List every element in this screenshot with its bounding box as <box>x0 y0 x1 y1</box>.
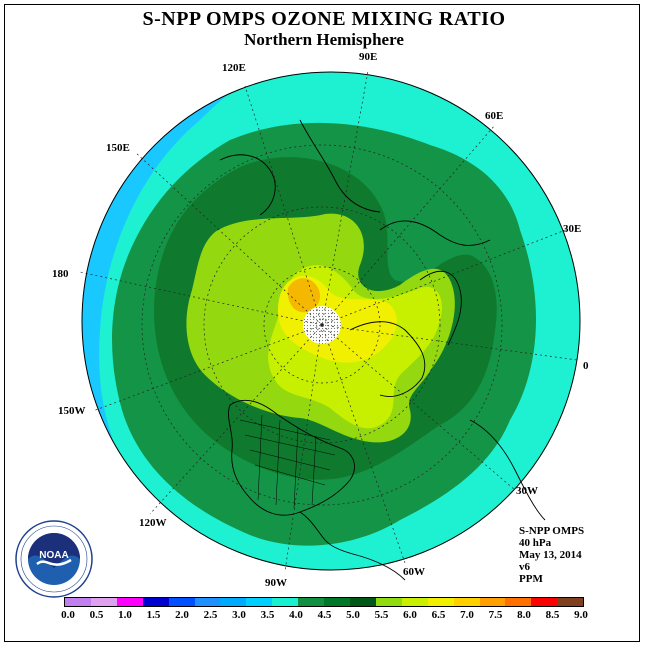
colorbar-segment <box>401 598 428 606</box>
colorbar-tick-label: 5.5 <box>374 609 389 621</box>
noaa-logo-text: NOAA <box>39 550 68 561</box>
continent-outlines <box>219 119 546 581</box>
colorbar-segment <box>65 598 91 606</box>
colorbar-segment <box>349 598 376 606</box>
colorbar-tick-label: 6.5 <box>431 609 446 621</box>
lon-label-120w: 120W <box>139 517 167 529</box>
colorbar-segment <box>505 598 532 606</box>
us-state-boundaries <box>239 414 336 509</box>
colorbar-segment <box>90 598 117 606</box>
map-title: S-NPP OMPS OZONE MIXING RATIO <box>142 8 506 30</box>
colorbar-tick-label: 0.5 <box>89 609 104 621</box>
colorbar-segment <box>427 598 454 606</box>
colorbar-tick-label: 9.0 <box>574 609 588 621</box>
lon-label-60e: 60E <box>485 110 504 122</box>
contour-6-5 <box>287 278 321 313</box>
lon-label-90w: 90W <box>265 577 287 589</box>
colorbar-segment <box>479 598 506 606</box>
lat-lon-grid <box>79 70 578 572</box>
info-date: May 13, 2014 <box>519 549 582 561</box>
colorbar-tick-label: 5.0 <box>346 609 360 621</box>
colorbar-tick-label: 8.5 <box>545 609 560 621</box>
colorbar-tick-label: 7.5 <box>488 609 503 621</box>
colorbar-segment <box>324 598 350 606</box>
colorbar-tick-label: 2.0 <box>175 609 189 621</box>
colorbar-segment <box>142 598 169 606</box>
colorbar-segment <box>557 598 584 606</box>
lon-label-60w: 60W <box>403 566 425 578</box>
colorbar-tick-label: 3.0 <box>232 609 246 621</box>
map-subtitle: Northern Hemisphere <box>244 30 404 49</box>
color-scale-bar <box>64 597 584 607</box>
colorbar-segment <box>453 598 480 606</box>
lon-label-180: 180 <box>52 268 69 280</box>
figure-frame <box>4 4 640 642</box>
lon-label-150w: 150W <box>58 405 86 417</box>
noaa-logo: NOAA <box>15 520 93 598</box>
colorbar-tick-label: 7.0 <box>460 609 474 621</box>
info-pressure-level: 40 hPa <box>519 537 552 549</box>
colorbar-tick-label: 1.0 <box>118 609 132 621</box>
colorbar-segment <box>246 598 273 606</box>
colorbar-segment <box>272 598 299 606</box>
info-instrument: S-NPP OMPS <box>519 525 585 537</box>
ozone-field <box>82 72 580 570</box>
colorbar-segment <box>298 598 325 606</box>
colorbar-segment <box>375 598 402 606</box>
lon-label-90e: 90E <box>359 51 378 63</box>
info-units: PPM <box>519 573 543 585</box>
lon-label-120e: 120E <box>222 62 246 74</box>
map-boundary <box>81 71 581 571</box>
lon-label-0: 0 <box>583 360 589 372</box>
lon-label-30w: 30W <box>516 485 538 497</box>
colorbar-tick-label: 8.0 <box>517 609 531 621</box>
colorbar-segment <box>531 598 558 606</box>
colorbar-segment <box>168 598 195 606</box>
colorbar-tick-label: 6.0 <box>403 609 417 621</box>
lon-label-150e: 150E <box>106 142 130 154</box>
lon-label-30e: 30E <box>563 223 582 235</box>
colorbar-tick-label: 0.0 <box>61 609 75 621</box>
colorbar-tick-label: 1.5 <box>146 609 161 621</box>
colorbar-tick-label: 2.5 <box>203 609 218 621</box>
colorbar-tick-label: 3.5 <box>260 609 275 621</box>
colorbar-tick-label: 4.5 <box>317 609 332 621</box>
colorbar-tick-label: 4.0 <box>289 609 303 621</box>
colorbar-segment <box>116 598 143 606</box>
colorbar-segment <box>194 598 221 606</box>
info-version: v6 <box>519 561 530 573</box>
colorbar-segment <box>220 598 247 606</box>
